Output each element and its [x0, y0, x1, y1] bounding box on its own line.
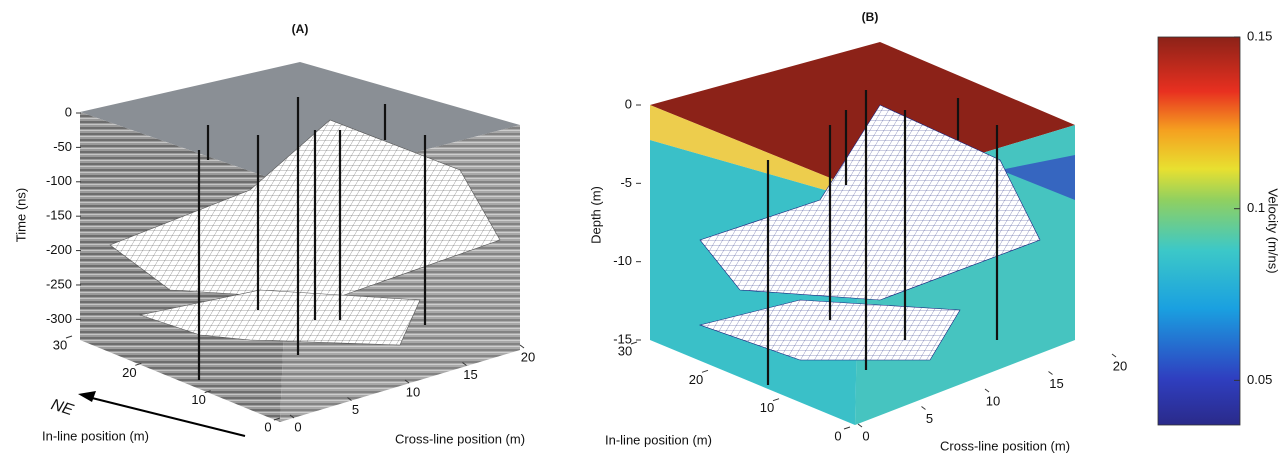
- x-tick-label: 0: [264, 419, 271, 434]
- y-tick-label: 15: [463, 367, 477, 382]
- y-tick: [289, 414, 295, 419]
- colorbar-tick-label: 0.05: [1247, 372, 1272, 387]
- y-tick: [1111, 353, 1117, 358]
- y-tick-label: 10: [986, 393, 1000, 408]
- direction-arrow: [87, 396, 246, 437]
- x-tick-label: 20: [689, 372, 703, 387]
- x-tick: [204, 390, 211, 394]
- x-tick: [630, 341, 638, 345]
- z-tick-label: -100: [46, 173, 72, 188]
- x-tick: [273, 417, 281, 421]
- z-tick-label: -150: [46, 208, 72, 223]
- x-tick-label: 30: [618, 343, 632, 358]
- z-tick-label: -250: [46, 276, 72, 291]
- z-tick-label: -15: [613, 331, 632, 346]
- z-tick-label: -50: [53, 139, 72, 154]
- arrow-head: [78, 391, 96, 402]
- y-tick-label: 0: [294, 419, 301, 434]
- z-tick-label: -300: [46, 311, 72, 326]
- panel-b-volume: [650, 42, 1075, 425]
- z-tick-label: -5: [620, 175, 632, 190]
- x-tick-label: 30: [53, 337, 67, 352]
- x-tick: [65, 335, 73, 339]
- x-axis-label: In-line position (m): [605, 432, 712, 447]
- y-tick-label: 5: [352, 402, 359, 417]
- z-tick-label: -10: [613, 253, 632, 268]
- colorbar-tick-label: 0.15: [1247, 28, 1272, 43]
- z-tick-label: 0: [65, 104, 72, 119]
- colorbar: [1157, 36, 1241, 426]
- y-tick: [984, 388, 990, 393]
- y-tick-label: 5: [926, 411, 933, 426]
- y-tick-label: 10: [406, 384, 420, 399]
- colorbar-label: Velocity (m/ns): [1266, 188, 1281, 273]
- y-axis-label: Cross-line position (m): [940, 438, 1070, 453]
- z-tick-label: 0: [625, 96, 632, 111]
- y-tick-label: 15: [1049, 376, 1063, 391]
- y-tick-label: 20: [1113, 358, 1127, 373]
- x-tick: [701, 369, 709, 373]
- panel-a-volume: [80, 62, 520, 422]
- panel-title: (B): [862, 10, 879, 24]
- colorbar-tick-label: 0.1: [1247, 200, 1265, 215]
- x-tick: [772, 398, 780, 402]
- z-axis-label: Depth (m): [588, 186, 603, 244]
- annotation: NE: [49, 396, 76, 419]
- x-tick-label: 0: [834, 428, 841, 443]
- x-axis-label: In-line position (m): [42, 428, 149, 443]
- y-tick: [462, 362, 467, 366]
- panel-title: (A): [292, 22, 309, 36]
- y-tick: [519, 344, 525, 349]
- x-tick: [843, 426, 851, 430]
- y-tick: [857, 423, 863, 428]
- y-tick: [404, 379, 410, 384]
- y-tick-label: 0: [862, 428, 869, 443]
- x-tick-label: 10: [191, 392, 205, 407]
- z-tick-label: -200: [46, 242, 72, 257]
- y-tick: [921, 406, 926, 410]
- y-tick-label: 20: [521, 349, 535, 364]
- y-tick: [347, 397, 352, 401]
- x-tick-label: 20: [122, 365, 136, 380]
- x-tick-label: 10: [760, 400, 774, 415]
- x-tick: [135, 362, 142, 366]
- y-tick: [1048, 371, 1053, 375]
- z-axis-label: Time (ns): [13, 188, 28, 242]
- y-axis-label: Cross-line position (m): [395, 431, 525, 446]
